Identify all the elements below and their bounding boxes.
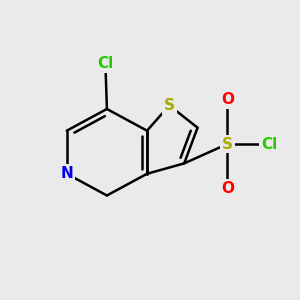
Text: Cl: Cl bbox=[261, 136, 277, 152]
Text: O: O bbox=[221, 92, 234, 107]
Text: Cl: Cl bbox=[97, 56, 113, 71]
Text: N: N bbox=[60, 166, 73, 181]
Text: S: S bbox=[164, 98, 175, 113]
Text: S: S bbox=[222, 136, 233, 152]
Text: O: O bbox=[221, 181, 234, 196]
